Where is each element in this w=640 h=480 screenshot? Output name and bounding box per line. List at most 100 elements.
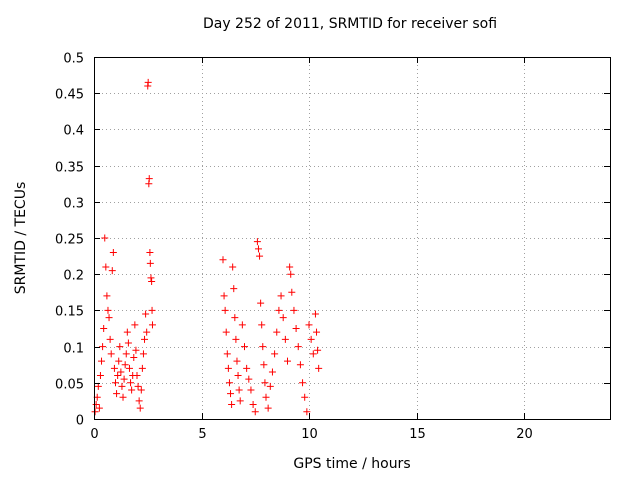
data-point <box>124 339 132 347</box>
data-point <box>228 401 236 409</box>
data-point <box>101 234 109 242</box>
data-point <box>277 292 285 300</box>
x-axis-label: GPS time / hours <box>293 456 411 472</box>
data-point <box>253 238 261 246</box>
data-point <box>117 368 125 376</box>
data-point <box>260 361 268 369</box>
data-point <box>106 335 114 343</box>
data-point <box>286 263 294 271</box>
data-point <box>128 386 136 394</box>
data-point <box>275 306 283 314</box>
data-point <box>309 350 317 358</box>
data-point <box>119 393 127 401</box>
data-point <box>94 382 102 390</box>
data-point <box>132 346 140 354</box>
data-point <box>109 248 117 256</box>
data-point <box>294 343 302 351</box>
data-point <box>103 292 111 300</box>
x-tick-label: 20 <box>516 427 533 442</box>
data-point <box>146 248 154 256</box>
data-point <box>305 321 313 329</box>
data-point <box>281 335 289 343</box>
data-point <box>241 343 248 351</box>
data-point <box>146 259 154 267</box>
y-tick-label: 0.5 <box>63 52 84 67</box>
data-point <box>141 335 149 343</box>
data-point <box>288 288 296 296</box>
y-tick-label: 0.3 <box>63 197 84 212</box>
data-point <box>134 382 142 390</box>
data-point <box>122 350 130 358</box>
data-point <box>98 357 106 365</box>
data-point <box>279 314 287 322</box>
data-point <box>148 321 156 329</box>
data-point <box>91 408 99 416</box>
x-tick-label: 0 <box>90 427 98 442</box>
data-point <box>112 379 119 387</box>
data-point <box>131 321 139 329</box>
data-point <box>256 252 264 260</box>
data-point <box>315 364 323 372</box>
data-point <box>121 361 129 369</box>
data-point <box>100 325 108 332</box>
data-point <box>268 368 276 376</box>
data-point <box>264 404 272 412</box>
data-point <box>142 310 150 318</box>
x-tick-label: 10 <box>301 427 318 442</box>
data-point <box>243 364 251 372</box>
data-point <box>258 321 266 329</box>
y-tick-label: 0.1 <box>63 342 84 357</box>
data-point <box>223 350 231 358</box>
data-point <box>307 335 315 343</box>
data-point <box>266 382 274 390</box>
data-point <box>227 390 235 398</box>
data-point <box>118 382 126 390</box>
data-point <box>104 306 112 314</box>
data-point <box>290 306 298 314</box>
data-point <box>257 299 265 307</box>
data-point <box>245 375 253 383</box>
data-point <box>107 350 115 358</box>
data-point <box>249 401 257 409</box>
y-tick-label: 0.05 <box>55 378 84 393</box>
y-tick-label: 0 <box>76 414 84 429</box>
data-point <box>273 328 281 336</box>
data-points <box>91 78 323 416</box>
data-point <box>135 397 143 405</box>
data-point <box>229 263 237 271</box>
data-point <box>95 404 103 412</box>
data-point <box>110 364 118 372</box>
data-point <box>92 401 100 409</box>
data-point <box>115 357 123 365</box>
data-point <box>271 350 279 358</box>
data-point <box>259 343 267 351</box>
data-point <box>313 328 321 336</box>
data-point <box>136 404 144 412</box>
data-point <box>133 372 141 380</box>
y-tick-label: 0.25 <box>55 233 84 248</box>
data-point <box>96 372 104 380</box>
data-point <box>238 321 246 329</box>
data-point <box>233 357 241 365</box>
x-tick-label: 15 <box>409 427 426 442</box>
axis-ticks: 0 0.05 0.1 0.15 0.2 0.25 0.3 0.35 0.4 0.45 0.5 0 5 10… <box>55 52 610 442</box>
data-point <box>230 285 238 293</box>
data-point <box>314 346 322 354</box>
data-point <box>138 364 146 372</box>
data-point <box>137 386 145 394</box>
data-point <box>224 364 232 372</box>
data-point <box>220 292 228 300</box>
plot-frame <box>94 57 611 420</box>
data-point <box>105 314 113 322</box>
data-point <box>254 245 262 253</box>
data-point <box>292 325 300 332</box>
data-point <box>108 267 116 275</box>
data-point <box>247 386 255 394</box>
y-tick-label: 0.35 <box>55 161 84 176</box>
data-point <box>114 372 122 380</box>
data-point <box>116 343 124 351</box>
data-point <box>262 393 270 401</box>
data-point <box>225 379 233 387</box>
data-point <box>296 361 304 369</box>
